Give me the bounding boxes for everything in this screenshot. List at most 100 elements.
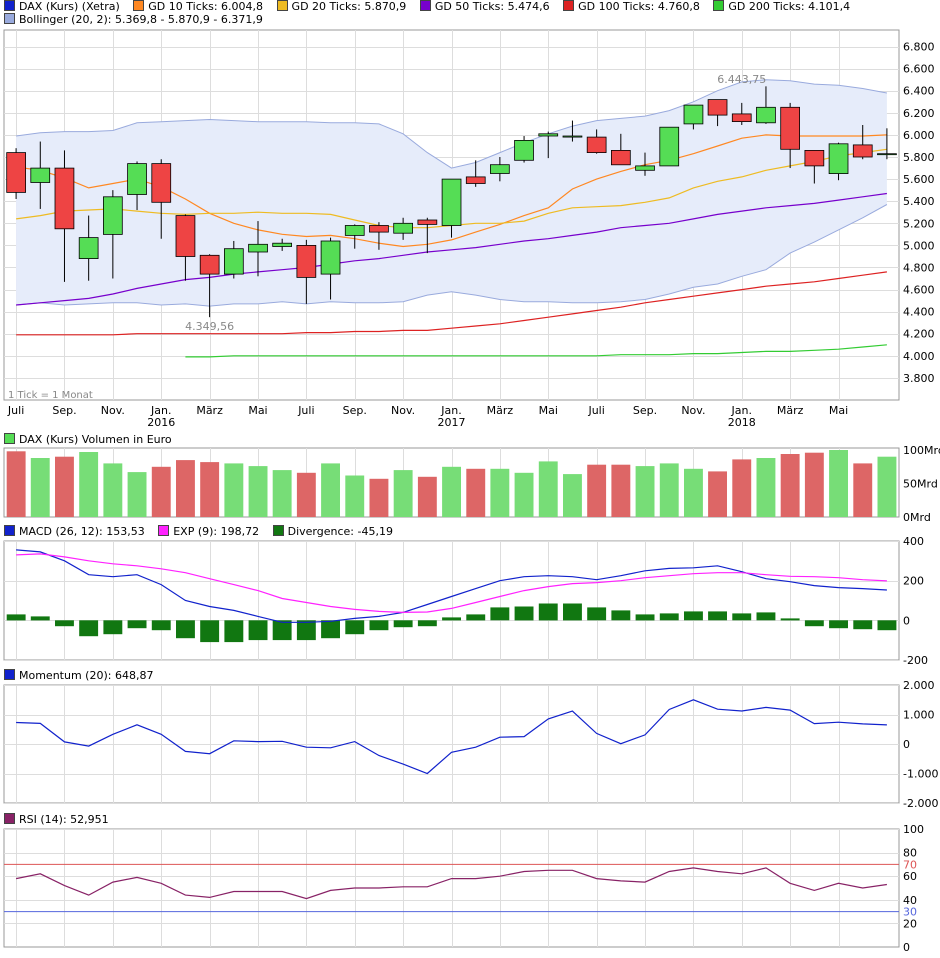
price-ytick-6: 5.600 [903, 173, 935, 186]
candle-body-34 [828, 143, 849, 175]
macd-legend: MACD (26, 12): 153,53 EXP (9): 198,72 Di… [4, 525, 403, 539]
price-xtick-year-3: 2016 [147, 416, 175, 429]
divergence-bar-13 [321, 620, 340, 639]
volume-bar-23 [563, 474, 582, 517]
divergence-bar-29 [708, 611, 727, 621]
volume-bar-20 [490, 468, 510, 517]
volume-bar-11 [272, 470, 292, 517]
price-xtick-7: Sep. [343, 404, 367, 417]
price-xtick-17: Mai [829, 404, 848, 417]
price-xtick-5: Mai [248, 404, 267, 417]
candle-body-4 [103, 196, 123, 235]
rsi-line [15, 867, 887, 900]
legend-bollinger: Bollinger (20, 2): 5.369,8 - 5.870,9 - 6… [4, 13, 263, 27]
volume-bar-19 [466, 468, 486, 517]
rsi-ytick-6: 20 [903, 917, 917, 930]
volume-ytick-0: 100Mrd [903, 444, 940, 457]
divergence-bar-30 [732, 613, 752, 621]
price-xtick-4: März [196, 404, 223, 417]
candle-body-28 [683, 104, 704, 125]
candle-body-20 [489, 164, 510, 174]
price-xtick-10: März [487, 404, 514, 417]
rsi-ytick-3: 60 [903, 870, 917, 883]
price-ytick-1: 6.600 [903, 63, 935, 76]
candle-body-35 [852, 144, 873, 158]
price-xtick-year-9: 2017 [438, 416, 466, 429]
swatch-gd10 [133, 0, 145, 11]
volume-bar-13 [321, 463, 340, 517]
legend-gd10-label: GD 10 Ticks: 6.004,8 [148, 0, 264, 13]
divergence-bar-3 [79, 620, 99, 637]
candle-body-7 [175, 215, 196, 257]
candle-body-21 [514, 139, 534, 161]
candle-body-2 [54, 167, 75, 230]
divergence-bar-28 [684, 611, 703, 621]
candle-body-14 [344, 225, 365, 236]
candle-body-13 [320, 240, 341, 275]
divergence-bar-14 [345, 620, 365, 635]
volume-bar-1 [30, 458, 50, 517]
divergence-bar-26 [635, 614, 655, 621]
price-xtick-year-15: 2018 [728, 416, 756, 429]
price-ytick-0: 6.800 [903, 41, 935, 54]
swatch-bollinger [4, 13, 15, 24]
divergence-bar-21 [514, 606, 534, 621]
volume-bar-14 [345, 475, 365, 517]
candle-body-36 [877, 153, 897, 156]
candle-body-11 [272, 242, 293, 247]
volume-ytick-2: 0Mrd [903, 511, 931, 524]
divergence-bar-8 [200, 620, 220, 643]
swatch-dax [4, 0, 15, 11]
volume-bar-35 [853, 463, 873, 517]
divergence-bar-1 [30, 616, 50, 621]
price-ytick-4: 6.000 [903, 129, 935, 142]
candle-body-22 [538, 133, 559, 137]
price-xtick-1: Sep. [52, 404, 76, 417]
price-ytick-14: 4.000 [903, 350, 935, 363]
price-legend: DAX (Kurs) (Xetra) GD 10 Ticks: 6.004,8 … [4, 0, 860, 14]
price-ytick-11: 4.600 [903, 284, 935, 297]
rsi-panel [3, 828, 900, 948]
price-ytick-7: 5.400 [903, 195, 935, 208]
divergence-bar-15 [369, 620, 389, 631]
candle-body-17 [417, 219, 438, 225]
candle-body-3 [78, 237, 99, 260]
tick-note: 1 Tick = 1 Monat [8, 390, 93, 401]
price-xtick-8: Nov. [391, 404, 415, 417]
divergence-bar-35 [853, 620, 873, 630]
divergence-bar-11 [272, 620, 292, 641]
volume-bar-0 [6, 451, 26, 517]
swatch-gd50 [419, 0, 431, 11]
volume-bar-3 [79, 452, 99, 517]
candle-body-19 [465, 176, 486, 184]
price-ytick-15: 3.800 [903, 372, 935, 385]
gd200-line [185, 344, 887, 358]
legend-gd50-label: GD 50 Ticks: 5.474,6 [434, 0, 550, 13]
divergence-bar-10 [248, 620, 268, 641]
divergence-bar-23 [563, 603, 582, 621]
price-xtick-12: Juli [587, 404, 604, 417]
momentum-ytick-2: 0 [903, 738, 910, 751]
price-ytick-13: 4.200 [903, 328, 935, 341]
legend-exp-label: EXP (9): 198,72 [173, 525, 260, 538]
candle-body-29 [707, 99, 728, 116]
candle-body-24 [586, 136, 607, 154]
volume-bar-2 [55, 456, 74, 517]
volume-bar-17 [417, 476, 437, 517]
volume-bar-10 [248, 466, 268, 517]
volume-bar-7 [176, 460, 195, 517]
candle-body-32 [780, 106, 801, 150]
price-xtick-9: Jan. [440, 404, 461, 417]
swatch-volume [4, 433, 15, 444]
volume-bar-21 [514, 472, 534, 517]
bollinger-lower-line [16, 204, 888, 307]
volume-bar-34 [829, 450, 848, 517]
volume-bar-8 [200, 462, 220, 517]
divergence-bar-27 [659, 613, 679, 621]
price-ytick-9: 5.000 [903, 239, 935, 252]
legend-gd100-label: GD 100 Ticks: 4.760,8 [578, 0, 700, 13]
legend-dax-label: DAX (Kurs) (Xetra) [19, 0, 120, 13]
legend-divergence-label: Divergence: -45,19 [287, 525, 393, 538]
volume-bar-30 [732, 459, 752, 517]
swatch-macd [4, 525, 15, 536]
